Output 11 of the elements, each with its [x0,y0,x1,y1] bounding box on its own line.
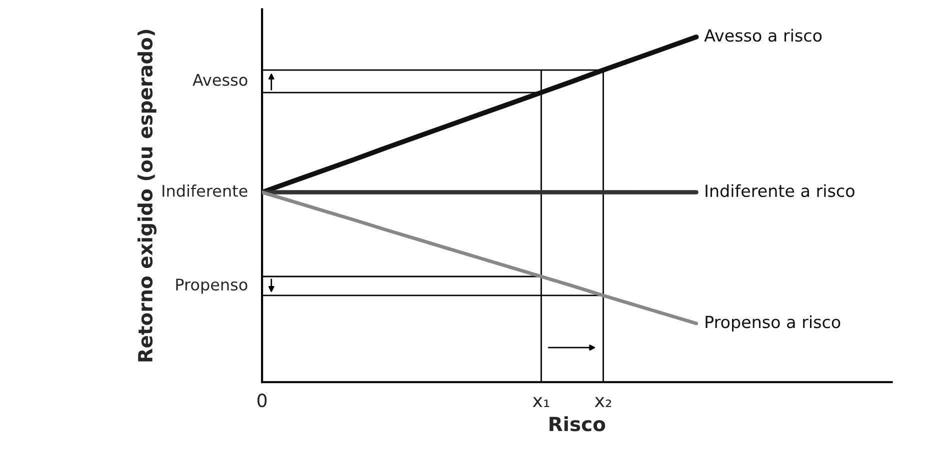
series-label: Propenso a risco [706,315,840,332]
annotation: Avesso [192,74,248,86]
series-label: Indiferente a risco [706,184,854,198]
y-axis-title: Retorno exigido (ou esperado) [138,30,156,362]
annotation: Indiferente [162,184,248,197]
x-tick-label: x₁ [532,397,550,408]
x-tick-label: x₂ [594,397,612,408]
annotation: Propenso [176,278,248,294]
x-tick-label: 0 [258,394,267,408]
x-axis-title: Risco [550,416,606,432]
series-label: Avesso a risco [704,28,822,42]
